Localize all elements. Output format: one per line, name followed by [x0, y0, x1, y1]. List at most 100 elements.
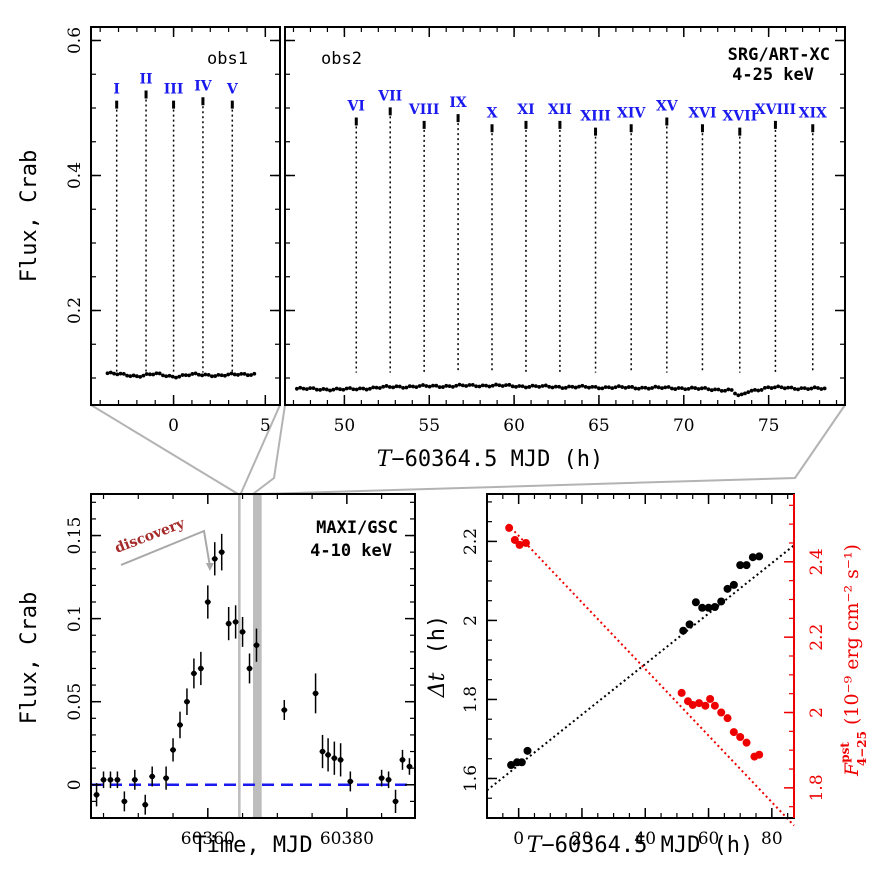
top-data-point — [753, 388, 757, 392]
top-x-tick-label: 75 — [758, 416, 780, 436]
top-data-point — [713, 387, 717, 392]
fluence-axis-title: Fpst 4−25 (10⁻⁹ erg cm⁻² s⁻¹) — [838, 544, 869, 777]
top-x-tick-label: 60 — [503, 416, 525, 436]
top-data-point — [789, 385, 794, 390]
top-x-tick-label: 5 — [260, 416, 271, 436]
top-data-point — [514, 385, 518, 389]
burst-label: XIII — [580, 109, 611, 125]
burst-label: XV — [656, 99, 679, 115]
top-data-point — [570, 384, 575, 389]
dt-y-tick-label: 2 — [461, 615, 481, 626]
top-data-point — [108, 370, 113, 375]
fluence-data-point — [521, 538, 530, 547]
top-data-point — [610, 386, 615, 391]
dt-x-tick-label: 60 — [698, 829, 720, 849]
maxi-energy-band: 4-10 keV — [310, 541, 392, 561]
top-data-point — [381, 384, 386, 389]
burst-peak — [201, 97, 205, 106]
burst-label: VI — [347, 99, 365, 115]
top-data-point — [729, 388, 734, 392]
top-data-point — [739, 392, 744, 397]
top-data-point — [719, 388, 724, 393]
top-data-point — [148, 372, 152, 377]
top-data-point — [203, 372, 208, 377]
top-data-point — [391, 385, 396, 390]
top-data-point — [703, 385, 708, 390]
maxi-data-point — [399, 757, 406, 763]
obs1-label: obs1 — [207, 49, 248, 69]
top-data-point — [434, 383, 439, 388]
burst-label: IX — [449, 95, 467, 111]
top-data-point — [696, 387, 701, 391]
zoom-connectors — [90, 404, 846, 495]
top-x-tick-label: 55 — [418, 416, 440, 436]
dt-data-point — [736, 561, 745, 570]
burst-peak — [665, 117, 669, 126]
top-data-point — [474, 384, 479, 389]
fluence-data-point — [677, 688, 686, 697]
dt-data-point — [523, 746, 532, 755]
top-data-point — [693, 386, 698, 390]
dt-axis-symbol: Δt — [425, 672, 450, 698]
top-data-point — [809, 386, 814, 391]
top-data-point — [454, 383, 459, 388]
top-data-point — [626, 385, 631, 389]
top-data-point — [547, 384, 552, 389]
top-data-point — [653, 384, 658, 389]
top-data-point — [640, 385, 644, 390]
burst-peak — [354, 117, 358, 126]
top-data-point — [660, 386, 664, 391]
top-data-point — [802, 386, 807, 391]
top-data-point — [308, 386, 313, 391]
dt-fluence-axis-ticks: 1.6 1.8 2 2.2 1.8 2 2.2 2.4 0 20 40 60 80 — [461, 494, 827, 849]
maxi-data-point — [331, 755, 338, 761]
fluence-data-point — [710, 701, 719, 710]
top-data-point — [517, 384, 522, 388]
top-data-point — [699, 386, 704, 391]
top-data-point — [321, 387, 326, 391]
top-data-point — [354, 387, 359, 392]
maxi-y-tick-label: 0 — [65, 779, 85, 790]
top-data-point — [414, 385, 419, 390]
top-data-point — [484, 383, 488, 388]
top-data-point — [613, 385, 618, 390]
top-data-point — [527, 385, 532, 389]
burst-label: XI — [517, 102, 534, 118]
top-data-point — [404, 385, 409, 390]
burst-label: III — [164, 82, 184, 98]
fluence-data-point — [695, 699, 704, 708]
burst-label: XIX — [799, 105, 827, 121]
top-data-point — [328, 388, 332, 393]
top-data-point — [500, 384, 505, 388]
top-data-point — [206, 372, 211, 377]
dt-data-point — [748, 553, 757, 562]
dt-x-tick-label: 40 — [634, 829, 656, 849]
dt-fluence-panel: 1.6 1.8 2 2.2 1.8 2 2.2 2.4 0 20 40 60 80 Δt (h) Fpst… — [425, 493, 869, 858]
top-x-axis-title: T−60364.5 MJD (h) — [377, 447, 604, 472]
top-data-point — [623, 386, 628, 390]
top-data-point — [766, 385, 771, 390]
top-data-point — [726, 387, 731, 392]
dt-fluence-data-marks — [486, 523, 795, 827]
dt-fluence-frame — [486, 493, 795, 819]
top-data-point — [210, 374, 214, 379]
top-data-point — [683, 387, 688, 392]
dt-data-point — [755, 552, 764, 561]
burst-label: V — [226, 82, 239, 98]
dt-data-point — [698, 603, 707, 612]
top-data-point — [232, 372, 237, 377]
fluence-data-point — [706, 694, 715, 703]
maxi-data-point — [312, 690, 319, 697]
top-data-point — [216, 373, 221, 377]
discovery-arrowhead — [205, 563, 214, 571]
maxi-data-point — [337, 757, 344, 763]
top-data-point — [444, 383, 449, 388]
maxi-data-point — [281, 707, 288, 713]
top-data-point — [460, 383, 465, 388]
burst-peak — [594, 127, 598, 136]
top-data-point — [524, 385, 528, 390]
top-data-point — [603, 385, 608, 389]
top-data-point — [573, 385, 578, 390]
